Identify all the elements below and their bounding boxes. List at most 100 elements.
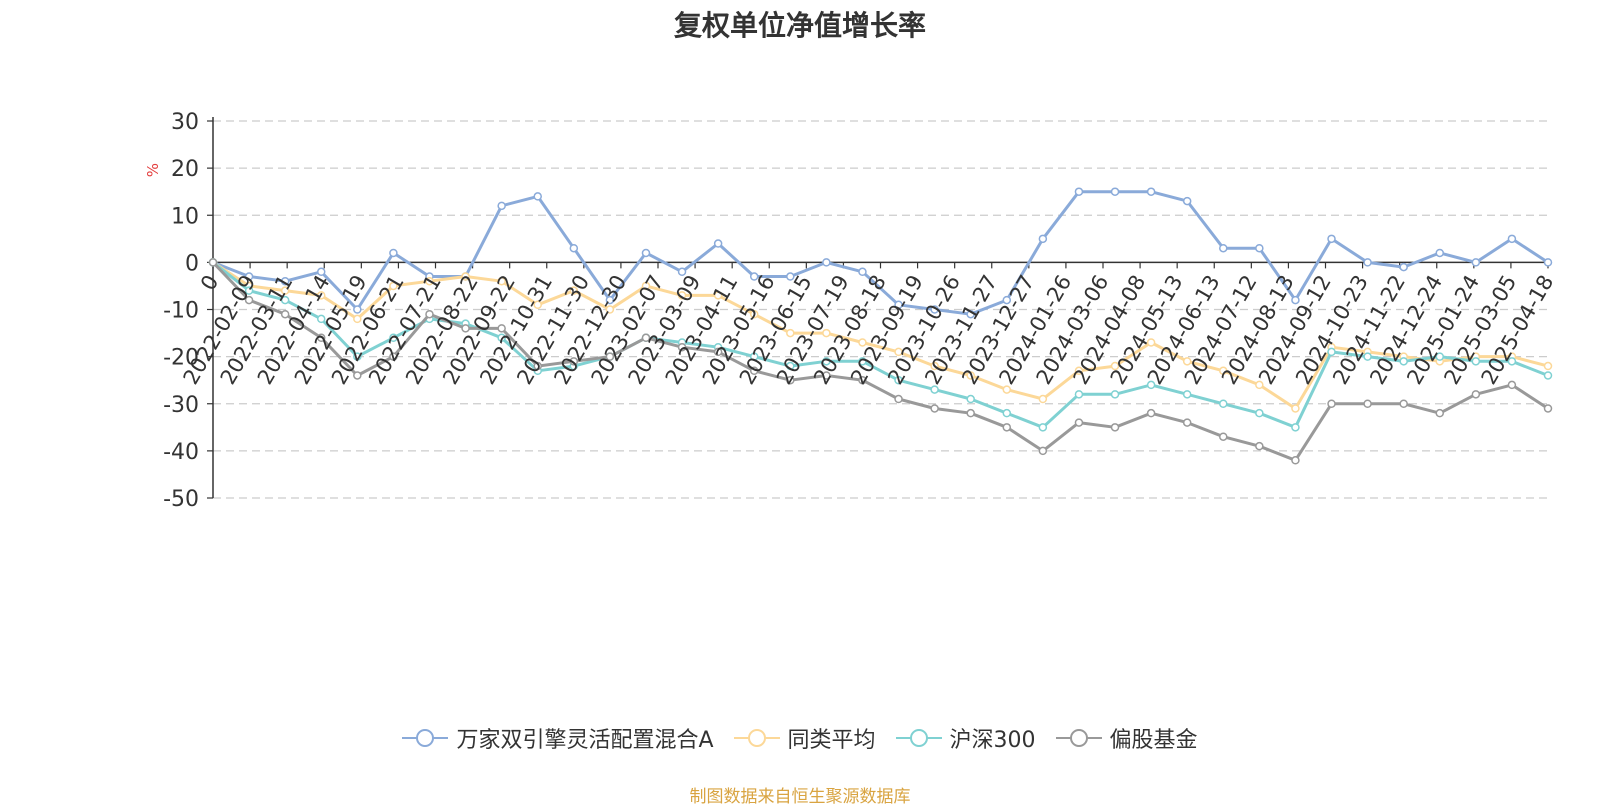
- data-point[interactable]: [316, 267, 326, 277]
- data-point[interactable]: [1146, 187, 1156, 196]
- legend-item-equity-fund[interactable]: 偏股基金: [1055, 722, 1198, 754]
- data-point[interactable]: [930, 385, 939, 394]
- data-point[interactable]: [1363, 399, 1372, 408]
- data-point[interactable]: [1471, 390, 1481, 399]
- data-point[interactable]: [497, 333, 506, 343]
- data-point[interactable]: [822, 371, 831, 380]
- data-point[interactable]: [1327, 347, 1336, 357]
- data-point[interactable]: [605, 295, 615, 305]
- series-line-0[interactable]: [212, 190, 1549, 316]
- data-point[interactable]: [894, 375, 903, 385]
- data-point[interactable]: [389, 352, 398, 361]
- data-point[interactable]: [966, 309, 975, 319]
- data-point[interactable]: [749, 272, 759, 281]
- data-point[interactable]: [244, 295, 254, 305]
- data-point[interactable]: [713, 239, 723, 248]
- data-point[interactable]: [1182, 418, 1192, 427]
- data-point[interactable]: [1110, 187, 1120, 196]
- data-point[interactable]: [1219, 243, 1228, 253]
- data-point[interactable]: [749, 352, 759, 361]
- data-point[interactable]: [966, 371, 975, 380]
- data-point[interactable]: [858, 267, 867, 277]
- legend-item-fund[interactable]: 万家双引擎灵活配置混合A: [402, 722, 714, 754]
- data-point[interactable]: [930, 305, 939, 314]
- data-point[interactable]: [1255, 380, 1264, 390]
- data-point[interactable]: [1291, 456, 1300, 465]
- data-point[interactable]: [641, 281, 651, 291]
- data-point[interactable]: [786, 328, 795, 338]
- data-point[interactable]: [894, 300, 903, 310]
- data-point[interactable]: [858, 375, 867, 385]
- data-point[interactable]: [930, 404, 939, 413]
- data-point[interactable]: [1363, 352, 1372, 361]
- data-point[interactable]: [930, 361, 939, 371]
- data-point[interactable]: [1146, 408, 1156, 418]
- data-point[interactable]: [569, 243, 579, 253]
- data-point[interactable]: [1327, 234, 1336, 244]
- data-point[interactable]: [1435, 352, 1445, 361]
- data-point[interactable]: [1074, 390, 1084, 399]
- data-point[interactable]: [244, 272, 254, 281]
- data-point[interactable]: [1002, 408, 1012, 418]
- data-point[interactable]: [389, 248, 398, 258]
- data-point[interactable]: [208, 258, 218, 267]
- data-point[interactable]: [894, 394, 903, 404]
- data-point[interactable]: [353, 314, 362, 324]
- data-point[interactable]: [316, 333, 326, 343]
- data-point[interactable]: [1002, 423, 1012, 432]
- data-point[interactable]: [1543, 371, 1553, 380]
- data-point[interactable]: [1038, 394, 1048, 404]
- data-point[interactable]: [641, 248, 651, 258]
- data-point[interactable]: [353, 352, 362, 361]
- data-point[interactable]: [280, 276, 290, 286]
- data-point[interactable]: [1182, 196, 1192, 206]
- data-point[interactable]: [1038, 423, 1048, 432]
- series-line-1[interactable]: [212, 261, 1549, 410]
- data-point[interactable]: [425, 276, 434, 286]
- data-point[interactable]: [425, 309, 434, 319]
- data-point[interactable]: [966, 408, 975, 418]
- data-point[interactable]: [533, 192, 542, 201]
- series-line-2[interactable]: [212, 261, 1549, 429]
- data-point[interactable]: [1507, 380, 1517, 390]
- series-line-3[interactable]: [211, 261, 1549, 462]
- data-point[interactable]: [533, 361, 542, 371]
- data-point[interactable]: [605, 305, 615, 314]
- data-point[interactable]: [1074, 187, 1084, 196]
- data-point[interactable]: [822, 258, 831, 267]
- data-point[interactable]: [822, 357, 831, 366]
- data-point[interactable]: [1507, 357, 1517, 366]
- data-point[interactable]: [316, 291, 326, 300]
- data-point[interactable]: [1074, 366, 1084, 376]
- data-point[interactable]: [1110, 390, 1120, 399]
- data-point[interactable]: [786, 361, 795, 371]
- data-point[interactable]: [497, 201, 506, 211]
- data-point[interactable]: [1219, 399, 1228, 408]
- data-point[interactable]: [569, 357, 579, 366]
- data-point[interactable]: [1507, 234, 1517, 244]
- data-point[interactable]: [1435, 248, 1445, 258]
- data-point[interactable]: [1182, 357, 1192, 366]
- data-point[interactable]: [894, 347, 903, 357]
- data-point[interactable]: [1038, 446, 1048, 456]
- data-point[interactable]: [1146, 380, 1156, 390]
- data-point[interactable]: [389, 281, 398, 291]
- data-point[interactable]: [749, 366, 759, 376]
- data-point[interactable]: [1399, 262, 1408, 272]
- data-point[interactable]: [786, 272, 795, 281]
- data-point[interactable]: [1291, 295, 1300, 305]
- data-point[interactable]: [677, 342, 687, 352]
- data-point[interactable]: [1002, 385, 1012, 394]
- data-point[interactable]: [1255, 408, 1264, 418]
- data-point[interactable]: [749, 309, 759, 319]
- data-point[interactable]: [1038, 234, 1048, 244]
- data-point[interactable]: [1182, 390, 1192, 399]
- data-point[interactable]: [461, 272, 470, 281]
- data-point[interactable]: [1255, 441, 1264, 451]
- data-point[interactable]: [1110, 361, 1120, 371]
- data-point[interactable]: [1002, 295, 1012, 305]
- data-point[interactable]: [677, 267, 687, 277]
- data-point[interactable]: [1219, 366, 1228, 376]
- data-point[interactable]: [497, 324, 506, 333]
- data-point[interactable]: [389, 333, 398, 343]
